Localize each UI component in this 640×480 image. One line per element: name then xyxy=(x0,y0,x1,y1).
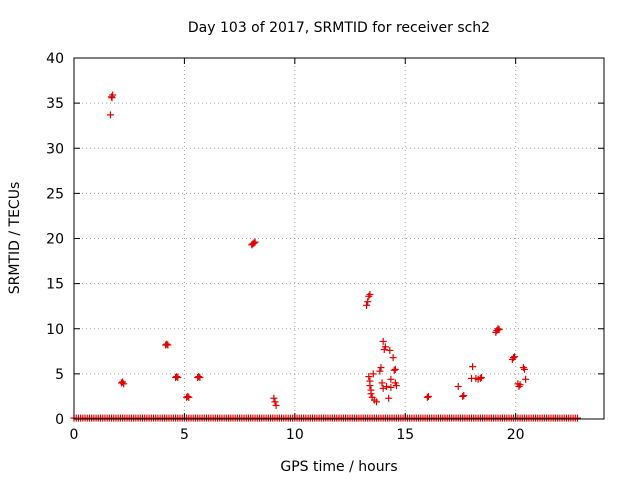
data-point xyxy=(495,326,503,334)
data-point xyxy=(184,392,192,400)
data-point xyxy=(477,373,485,381)
data-point xyxy=(377,364,385,372)
x-tick-label: 15 xyxy=(396,427,414,443)
y-tick-label: 35 xyxy=(46,96,64,112)
data-point xyxy=(376,367,384,375)
y-tick-label: 25 xyxy=(46,186,64,202)
data-point xyxy=(379,337,387,345)
data-point xyxy=(385,394,393,402)
data-point xyxy=(251,238,259,246)
data-point xyxy=(389,354,397,362)
data-point xyxy=(363,301,371,309)
y-tick-label: 5 xyxy=(55,367,64,383)
x-tick-label: 20 xyxy=(507,427,525,443)
data-point xyxy=(106,111,114,119)
data-point xyxy=(476,374,484,382)
data-point xyxy=(185,393,193,401)
data-point xyxy=(174,373,182,381)
data-point xyxy=(365,292,373,300)
data-point xyxy=(164,341,172,349)
data-point xyxy=(270,394,278,402)
data-point xyxy=(272,401,280,409)
data-point xyxy=(391,365,399,373)
data-point xyxy=(516,381,524,389)
data-point xyxy=(386,346,394,354)
data-point xyxy=(391,379,399,387)
x-axis-label: GPS time / hours xyxy=(280,459,397,475)
y-tick-label: 30 xyxy=(46,141,64,157)
data-point xyxy=(509,354,517,362)
data-point xyxy=(378,379,386,387)
data-point xyxy=(522,375,530,383)
data-point xyxy=(195,373,203,381)
data-point xyxy=(196,373,204,381)
data-point xyxy=(423,393,431,401)
grid-lines xyxy=(74,58,604,419)
y-tick-label: 20 xyxy=(46,232,64,248)
data-point xyxy=(382,383,390,391)
data-point xyxy=(365,373,373,381)
data-point xyxy=(511,353,519,361)
data-point xyxy=(469,363,477,371)
y-axis-label: SRMTID / TECUs xyxy=(7,182,23,295)
data-point xyxy=(519,364,527,372)
data-point xyxy=(460,392,468,400)
data-point xyxy=(521,365,528,373)
data-point xyxy=(119,378,127,386)
y-tick-label: 15 xyxy=(46,277,64,293)
plot-frame xyxy=(73,57,605,420)
data-point xyxy=(367,390,375,398)
x-tick-label: 0 xyxy=(70,427,79,443)
y-tick-label: 0 xyxy=(55,412,64,428)
data-point xyxy=(108,94,116,102)
data-point xyxy=(387,375,395,383)
x-tick-label: 10 xyxy=(286,427,304,443)
data-point xyxy=(366,290,374,298)
data-point xyxy=(459,392,467,400)
y-tick-label: 40 xyxy=(46,51,64,67)
data-point xyxy=(387,383,395,391)
chart-title: Day 103 of 2017, SRMTID for receiver sch… xyxy=(188,20,490,36)
data-point xyxy=(173,373,181,381)
data-point xyxy=(271,398,279,406)
baseline-point xyxy=(574,414,581,422)
data-point xyxy=(379,384,387,392)
data-point xyxy=(163,340,171,348)
data-point xyxy=(250,239,258,247)
data-point xyxy=(454,383,462,391)
data-point xyxy=(366,382,374,390)
data-point xyxy=(369,370,377,378)
data-point xyxy=(120,380,128,388)
data-point xyxy=(373,398,381,406)
data-point xyxy=(381,343,389,351)
data-point xyxy=(494,325,502,333)
x-tick-labels: 0 5 10 15 20 xyxy=(70,427,525,443)
data-point xyxy=(390,366,398,374)
data-point xyxy=(424,392,432,400)
data-point xyxy=(364,298,372,306)
x-tick-label: 5 xyxy=(180,427,189,443)
data-points xyxy=(70,91,581,422)
y-tick-labels: 0 5 10 15 20 25 30 35 40 xyxy=(46,51,64,428)
y-tick-label: 10 xyxy=(46,322,64,338)
